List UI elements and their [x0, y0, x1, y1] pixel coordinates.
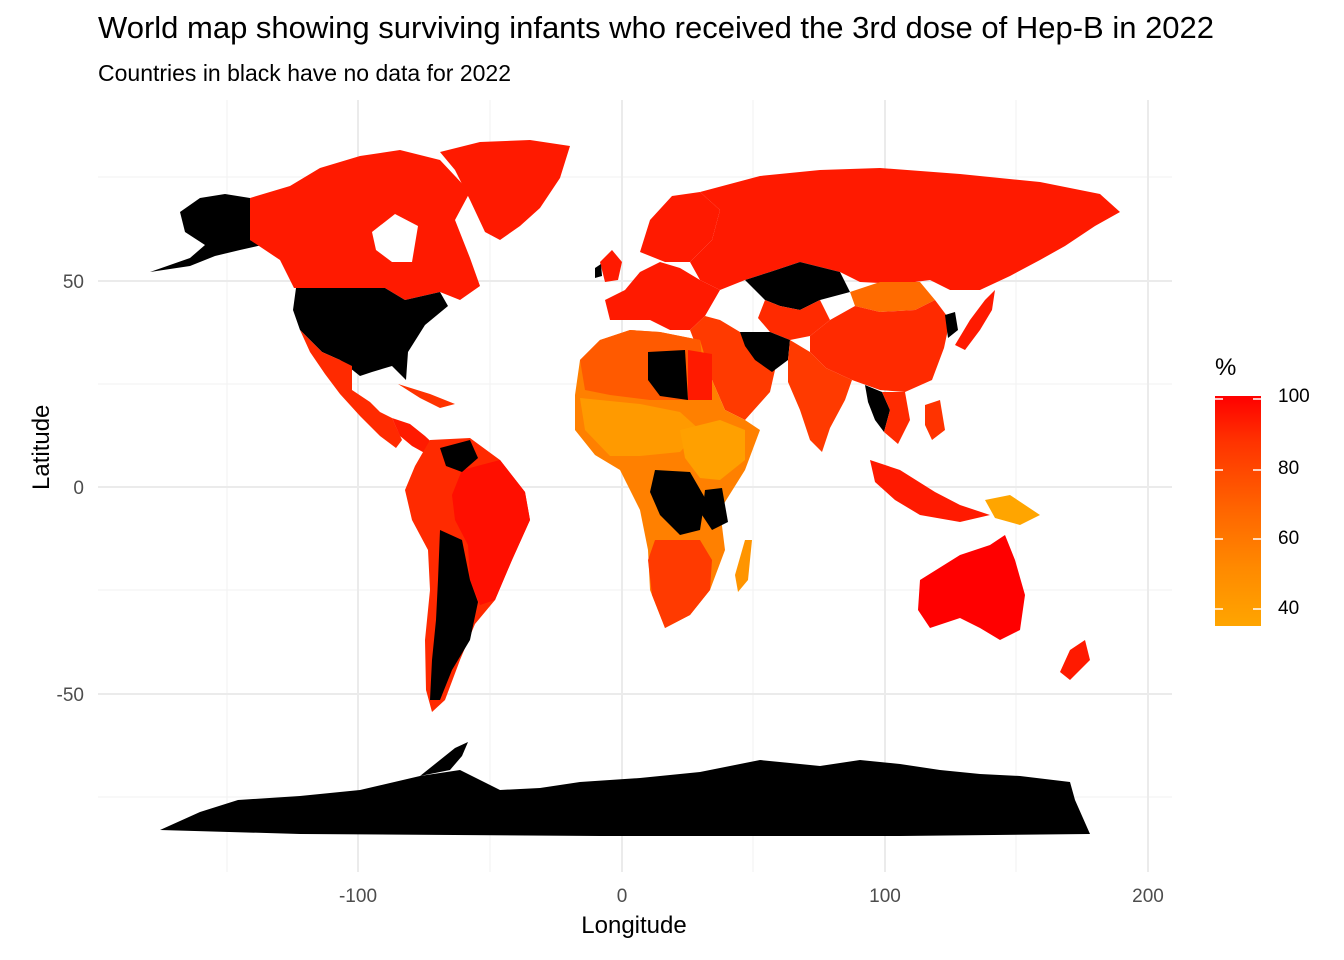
- y-axis-title: Latitude: [28, 404, 55, 490]
- legend-label: 100: [1278, 386, 1310, 407]
- land: [150, 140, 1120, 836]
- region-indonesia: [870, 460, 990, 522]
- region-mexico: [300, 330, 402, 448]
- x-tick-label: -100: [339, 886, 377, 907]
- region-madagascar: [735, 540, 752, 592]
- region-chile-argentina: [430, 530, 478, 700]
- region-scandinavia: [640, 192, 720, 262]
- region-papua: [985, 495, 1040, 525]
- region-australia: [918, 535, 1025, 640]
- region-se-asia: [882, 392, 910, 444]
- region-new-zealand: [1060, 640, 1090, 680]
- region-india: [788, 340, 852, 452]
- region-russia: [690, 168, 1120, 290]
- region-kazakhstan: [745, 262, 850, 310]
- region-drc: [650, 470, 705, 535]
- region-alaska: [150, 194, 262, 272]
- region-mongolia: [850, 282, 935, 312]
- region-thailand: [865, 385, 890, 432]
- region-europe: [605, 262, 720, 330]
- region-venezuela: [440, 440, 478, 472]
- region-west-africa: [580, 398, 700, 456]
- region-ireland: [595, 264, 602, 278]
- region-libya: [648, 350, 688, 400]
- region-tanzania: [702, 488, 728, 530]
- y-tick-label: -50: [57, 685, 84, 706]
- legend-title: %: [1215, 354, 1237, 381]
- region-japan: [955, 290, 995, 350]
- region-philippines: [925, 400, 945, 440]
- y-tick-label: 0: [73, 478, 84, 499]
- legend-label: 60: [1278, 528, 1300, 549]
- map-subtitle: Countries in black have no data for 2022: [98, 60, 511, 86]
- region-canada: [250, 150, 480, 300]
- region-egypt: [688, 350, 712, 400]
- region-greenland: [440, 140, 570, 240]
- y-axis: 50 0 -50: [57, 272, 84, 706]
- region-caribbean: [398, 384, 455, 408]
- region-usa: [293, 288, 448, 380]
- region-antarctic-peninsula: [420, 742, 468, 776]
- legend-label: 40: [1278, 598, 1300, 619]
- region-east-africa: [680, 420, 745, 480]
- region-uk: [600, 250, 622, 282]
- region-brazil: [452, 460, 530, 605]
- x-tick-label: 200: [1132, 886, 1164, 907]
- region-southern-africa: [648, 540, 712, 628]
- legend-colorbar: [1215, 396, 1261, 626]
- region-central-asia: [758, 300, 830, 340]
- legend-label: 80: [1278, 458, 1300, 479]
- legend-ticks: [1215, 398, 1261, 610]
- x-tick-label: 0: [617, 886, 628, 907]
- map-title: World map showing surviving infants who …: [98, 10, 1215, 45]
- region-antarctica: [160, 760, 1090, 836]
- x-tick-label: 100: [869, 886, 901, 907]
- y-tick-label: 50: [63, 272, 84, 293]
- region-china: [810, 300, 950, 392]
- region-hudson-bay: [372, 214, 418, 262]
- region-iran: [740, 332, 790, 372]
- x-axis: -100 0 100 200: [339, 886, 1164, 907]
- region-korea: [945, 312, 958, 338]
- x-axis-title: Longitude: [581, 912, 687, 939]
